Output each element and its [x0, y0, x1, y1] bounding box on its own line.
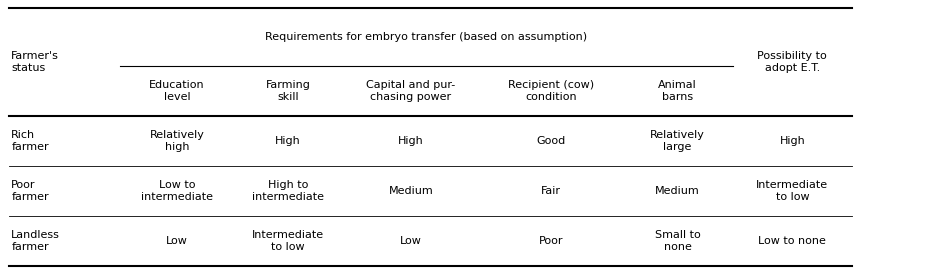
Text: Poor
farmer: Poor farmer [11, 180, 49, 202]
Text: Medium: Medium [388, 186, 433, 196]
Text: Farming
skill: Farming skill [266, 80, 310, 102]
Text: Animal
barns: Animal barns [658, 80, 697, 102]
Text: High: High [398, 136, 424, 146]
Text: Medium: Medium [655, 186, 700, 196]
Text: Low: Low [400, 236, 422, 246]
Text: High to
intermediate: High to intermediate [252, 180, 324, 202]
Text: Farmer's
status: Farmer's status [11, 51, 59, 73]
Text: Fair: Fair [541, 186, 562, 196]
Text: High: High [780, 136, 805, 146]
Text: Poor: Poor [539, 236, 563, 246]
Text: Intermediate
to low: Intermediate to low [252, 230, 324, 252]
Text: Recipient (cow)
condition: Recipient (cow) condition [508, 80, 594, 102]
Text: Requirements for embryo transfer (based on assumption): Requirements for embryo transfer (based … [265, 32, 588, 42]
Text: Low: Low [166, 236, 188, 246]
Text: High: High [275, 136, 300, 146]
Text: Good: Good [536, 136, 566, 146]
Text: Landless
farmer: Landless farmer [11, 230, 60, 252]
Text: Relatively
high: Relatively high [150, 130, 204, 152]
Text: Possibility to
adopt E.T.: Possibility to adopt E.T. [757, 51, 827, 73]
Text: Education
level: Education level [149, 80, 205, 102]
Text: Relatively
large: Relatively large [651, 130, 705, 152]
Text: Capital and pur-
chasing power: Capital and pur- chasing power [366, 80, 456, 102]
Text: Rich
farmer: Rich farmer [11, 130, 49, 152]
Text: Intermediate
to low: Intermediate to low [756, 180, 828, 202]
Text: Small to
none: Small to none [655, 230, 700, 252]
Text: Low to none: Low to none [758, 236, 826, 246]
Text: Low to
intermediate: Low to intermediate [141, 180, 212, 202]
